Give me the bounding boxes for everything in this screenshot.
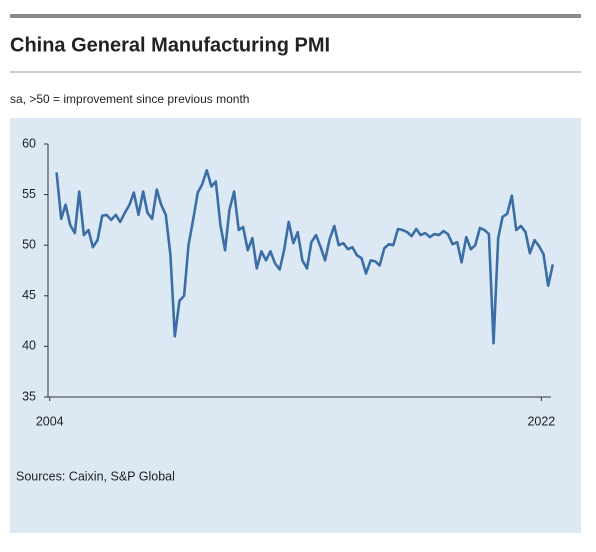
x-tick-label: 2004 xyxy=(36,414,64,428)
y-tick-label: 40 xyxy=(22,339,36,353)
y-tick-label: 45 xyxy=(22,288,36,302)
y-tick-label: 60 xyxy=(22,136,36,150)
panel xyxy=(10,118,581,533)
y-tick-label: 50 xyxy=(22,237,36,251)
subtitle: sa, >50 = improvement since previous mon… xyxy=(10,92,249,106)
data-line xyxy=(55,169,555,345)
source: Sources: Caixin, S&P Global xyxy=(16,469,175,483)
y-tick-label: 55 xyxy=(22,187,36,201)
x-tick-label: 2022 xyxy=(527,414,555,428)
top-rule xyxy=(10,14,581,18)
chart-title: China General Manufacturing PMI xyxy=(10,34,330,56)
y-tick-label: 35 xyxy=(22,389,36,403)
